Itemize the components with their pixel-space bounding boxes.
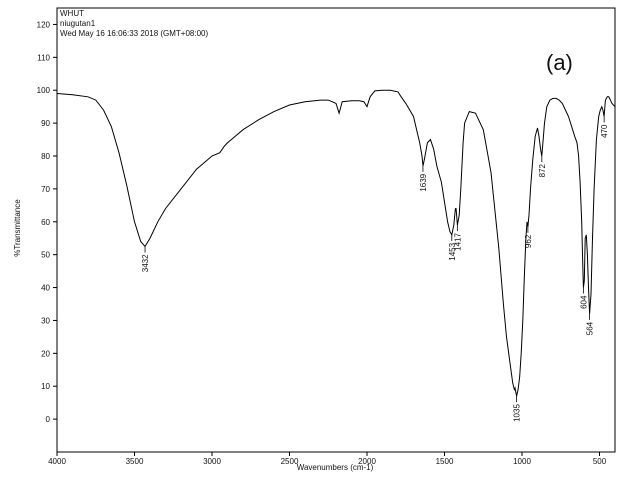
y-tick-label: 20: [41, 349, 50, 358]
peak-label: 604: [579, 295, 588, 309]
y-tick-label: 110: [37, 53, 50, 62]
header-line-3: Wed May 16 16:06:33 2018 (GMT+08:00): [60, 29, 208, 38]
x-tick-label: 2000: [358, 457, 376, 466]
header-line-2: niugutan1: [60, 19, 96, 28]
x-axis-label: Wavenumbers (cm-1): [297, 463, 374, 472]
spectrum-line: [56, 89, 616, 397]
peak-label: 1417: [453, 233, 462, 251]
peak-label: 872: [538, 163, 547, 177]
peak-label: 564: [586, 321, 595, 335]
header-line-1: WHUT: [60, 9, 84, 18]
y-tick-label: 120: [37, 20, 51, 29]
panel-label: (a): [546, 50, 573, 75]
peak-label: 1639: [419, 173, 428, 191]
y-tick-label: 60: [41, 218, 50, 227]
x-tick-label: 1000: [513, 457, 531, 466]
y-tick-label: 70: [41, 185, 50, 194]
y-tick-label: 80: [41, 152, 50, 161]
x-tick-label: 3000: [203, 457, 221, 466]
y-tick-label: 100: [37, 86, 51, 95]
x-tick-label: 3500: [126, 457, 144, 466]
y-tick-label: 50: [41, 251, 50, 260]
y-tick-label: 0: [46, 415, 51, 424]
x-tick-label: 1500: [436, 457, 454, 466]
peak-label: 470: [600, 124, 609, 138]
peak-label: 1035: [513, 404, 522, 422]
y-axis-label: %Transmittance: [13, 199, 22, 257]
y-tick-label: 40: [41, 284, 50, 293]
y-tick-label: 90: [41, 119, 50, 128]
peak-label: 962: [524, 234, 533, 248]
plot-frame: [56, 7, 616, 453]
chart-ticks: 4000 3500 3000 2500 2000 1500 1000 500 0 10 20 30 40…: [37, 20, 607, 466]
y-tick-label: 30: [41, 316, 50, 325]
y-tick-label: 10: [41, 382, 50, 391]
peak-label: 1453: [448, 242, 457, 260]
x-tick-label: 4000: [48, 457, 66, 466]
peak-label: 3432: [141, 254, 150, 272]
x-tick-label: 2500: [281, 457, 299, 466]
x-tick-label: 500: [593, 457, 607, 466]
chart-axes: [56, 7, 616, 453]
